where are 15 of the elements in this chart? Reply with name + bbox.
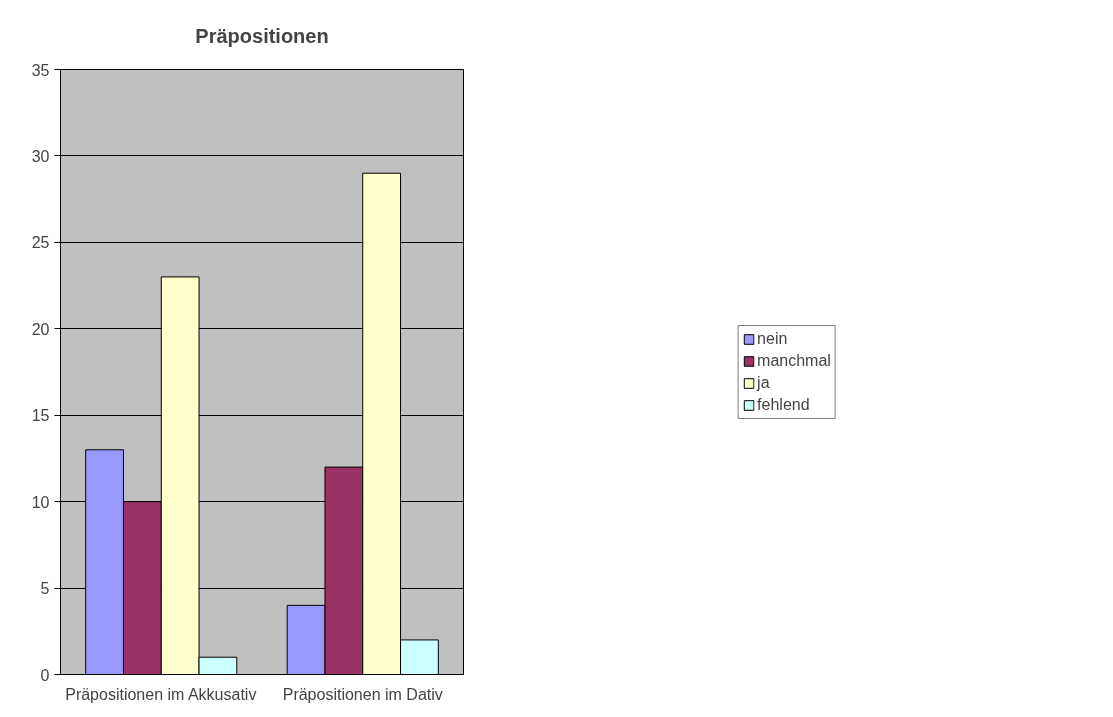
y-tick-label: 35 [31, 61, 50, 79]
y-tick-label: 20 [31, 320, 50, 338]
chart-title: Präpositionen [195, 25, 329, 47]
x-tick-label: Präpositionen im Akkusativ [65, 685, 257, 703]
y-tick-label: 15 [31, 407, 50, 425]
x-tick-label: Präpositionen im Dativ [282, 685, 443, 703]
legend-label: ja [757, 373, 771, 392]
y-tick-label: 25 [31, 234, 50, 252]
legend-label: fehlend [757, 395, 810, 414]
legend-label: manchmal [757, 351, 831, 370]
legend-label: nein [757, 329, 788, 348]
y-tick-label: 5 [40, 580, 50, 598]
y-tick-label: 0 [40, 666, 50, 684]
y-tick-label: 10 [31, 493, 50, 511]
y-tick-label: 30 [31, 147, 50, 165]
